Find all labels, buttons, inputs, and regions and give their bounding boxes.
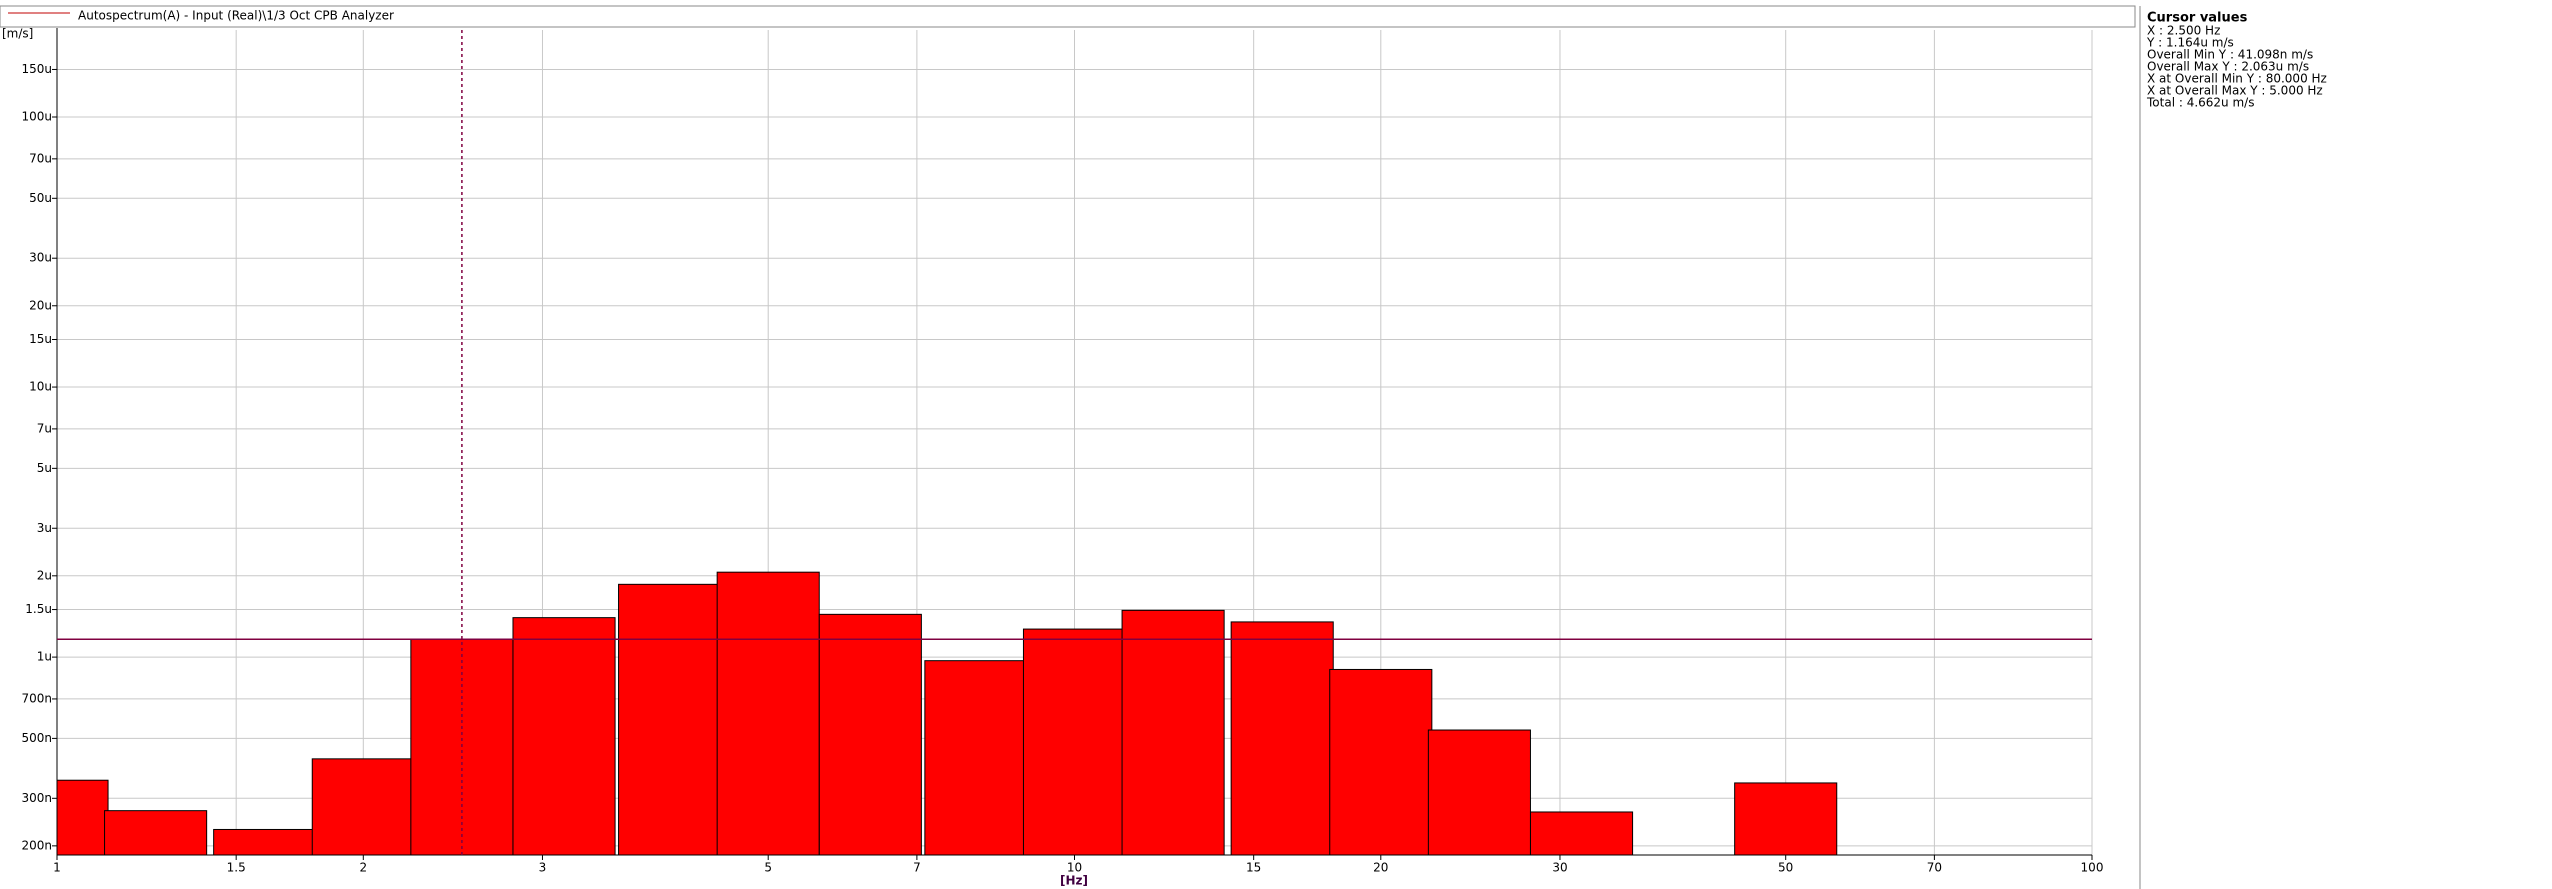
y-tick-label: 1.5u bbox=[25, 602, 52, 616]
x-tick-label: 10 bbox=[1067, 861, 1082, 875]
x-tick-label: 70 bbox=[1927, 861, 1942, 875]
x-tick-label: 3 bbox=[539, 861, 547, 875]
panel-line: X : 2.500 Hz bbox=[2147, 24, 2220, 38]
y-tick-label: 1u bbox=[37, 650, 52, 664]
bar bbox=[618, 583, 722, 855]
bar bbox=[1230, 621, 1334, 855]
bar bbox=[1121, 609, 1225, 855]
bar bbox=[311, 758, 415, 855]
y-tick-label: 300n bbox=[21, 791, 52, 805]
bar bbox=[512, 617, 616, 855]
x-tick-label: 7 bbox=[913, 861, 921, 875]
y-tick-label: 150u bbox=[21, 62, 52, 76]
x-tick-label: 30 bbox=[1552, 861, 1567, 875]
x-tick-label: 5 bbox=[764, 861, 772, 875]
y-tick-label: 5u bbox=[37, 461, 52, 475]
y-tick-label: 10u bbox=[29, 380, 52, 394]
x-tick-label: 1 bbox=[53, 861, 61, 875]
panel-line: Overall Max Y : 2.063u m/s bbox=[2147, 60, 2309, 74]
y-tick-label: 2u bbox=[37, 568, 52, 582]
panel-line: X at Overall Min Y : 80.000 Hz bbox=[2147, 72, 2327, 86]
bar bbox=[716, 571, 820, 855]
x-tick-label: 15 bbox=[1246, 861, 1261, 875]
grid: 1 1.5 2 3 5 7 10 15 20 30 50 70 100 200n 300n 500n 700n 1… bbox=[21, 30, 2103, 875]
y-tick-label: 200n bbox=[21, 838, 52, 852]
bar bbox=[410, 638, 514, 855]
bar bbox=[213, 828, 317, 855]
panel-line: X at Overall Max Y : 5.000 Hz bbox=[2147, 84, 2323, 98]
panel-line: Overall Min Y : 41.098n m/s bbox=[2147, 48, 2313, 62]
bar bbox=[104, 810, 208, 855]
bar bbox=[1529, 811, 1634, 855]
x-tick-label: 2 bbox=[359, 861, 367, 875]
x-tick-label: 20 bbox=[1373, 861, 1388, 875]
y-tick-label: 50u bbox=[29, 191, 52, 205]
legend-label: Autospectrum(A) - Input (Real)\1/3 Oct C… bbox=[78, 9, 394, 23]
bar bbox=[1329, 668, 1433, 855]
x-tick-label: 100 bbox=[2081, 861, 2104, 875]
panel-line: Y : 1.164u m/s bbox=[2146, 36, 2234, 50]
panel-title: Cursor values bbox=[2147, 11, 2248, 26]
bar bbox=[924, 660, 1028, 855]
y-tick-label: 700n bbox=[21, 691, 52, 705]
y-tick-label: 70u bbox=[29, 151, 52, 165]
y-tick-label: 3u bbox=[37, 521, 52, 535]
bars bbox=[57, 571, 1838, 855]
bar bbox=[57, 779, 109, 855]
y-tick-label: 15u bbox=[29, 332, 52, 346]
bar bbox=[1427, 729, 1531, 855]
x-tick-label: 1.5 bbox=[227, 861, 246, 875]
y-tick-label: 30u bbox=[29, 251, 52, 265]
legend-box bbox=[0, 5, 2136, 28]
y-tick-label: 20u bbox=[29, 298, 52, 312]
panel-line: Total : 4.662u m/s bbox=[2146, 96, 2254, 110]
x-axis-label: [Hz] bbox=[1060, 874, 1088, 888]
bar bbox=[818, 613, 922, 855]
y-tick-label: 500n bbox=[21, 731, 52, 745]
bar bbox=[1022, 628, 1127, 855]
y-axis-label: [m/s] bbox=[2, 27, 33, 41]
y-tick-label: 100u bbox=[21, 110, 52, 124]
x-tick-label: 50 bbox=[1778, 861, 1793, 875]
y-tick-label: 7u bbox=[37, 421, 52, 435]
bar bbox=[1734, 782, 1838, 855]
